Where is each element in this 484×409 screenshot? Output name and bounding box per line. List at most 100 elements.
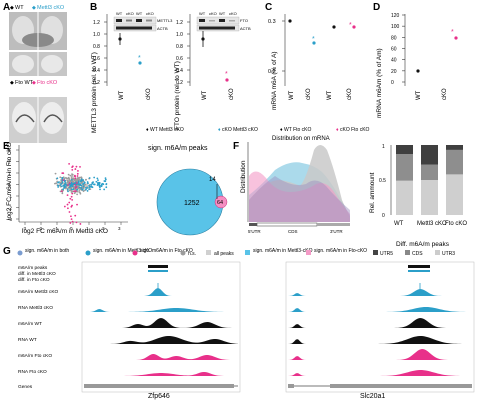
scatter-dot	[78, 183, 81, 186]
panelE-xtick-1: -2	[38, 226, 42, 231]
scatter-dot	[85, 187, 88, 189]
panelE-xtick-0: -3	[22, 226, 26, 231]
scatter-dot	[68, 179, 70, 182]
scatter-dot	[93, 183, 96, 186]
scatter-dot	[79, 166, 81, 168]
svg-text:cKO: cKO	[347, 88, 353, 100]
scatter-dot	[73, 190, 75, 193]
svg-text:0.5: 0.5	[379, 178, 386, 184]
coverage-track	[84, 336, 238, 344]
svg-text:*: *	[451, 29, 454, 36]
coverage-track	[84, 288, 238, 296]
svg-text:0.3: 0.3	[268, 19, 276, 25]
scatter-dot	[70, 215, 72, 218]
svg-text:all peaks: all peaks	[214, 251, 234, 257]
point-wt-mettl3	[118, 37, 122, 41]
gene-label-1: Zfp646	[148, 393, 170, 400]
venn-left-count: 1252	[184, 200, 200, 207]
svg-text:UTR3: UTR3	[442, 251, 455, 257]
scatter-dot	[75, 221, 78, 224]
bar-cds	[396, 154, 413, 181]
scatter-dot	[98, 183, 100, 186]
svg-text:ACTB: ACTB	[157, 26, 168, 31]
panelD-tick-1: 20	[391, 69, 397, 75]
scatter-dot	[81, 181, 83, 184]
scatter-dot	[90, 185, 92, 188]
scatter-dot	[82, 190, 85, 193]
svg-text:WT Mettl3 cKO: WT Mettl3 cKO	[150, 127, 184, 133]
scatter-dot	[66, 203, 69, 206]
scatter-dot	[74, 214, 77, 217]
venn-circle-fto	[214, 195, 228, 209]
panelA-legend-row1: ◆ WT ◆ Mettl3 cKO	[10, 5, 65, 11]
peak-bar	[408, 265, 430, 268]
svg-text:sign. m6A/m in Fto cKO: sign. m6A/m in Fto cKO	[140, 248, 193, 254]
scatter-dot	[77, 170, 79, 172]
scatter-dot	[79, 176, 81, 179]
scatter-dot	[104, 180, 107, 183]
svg-text:cKO: cKO	[146, 11, 154, 16]
panelF-bar-ylabel: Rel. ammount	[369, 172, 376, 213]
scatter-dot	[71, 198, 74, 201]
svg-text:♦: ♦	[336, 127, 339, 133]
panelF-stacked-bars: 0 0.5 1 Rel. ammount WT Mettl3 cKO Fto c…	[369, 144, 467, 248]
scatter-dot	[91, 181, 94, 184]
scatter-dot	[71, 190, 74, 193]
scatter-dot	[60, 185, 63, 188]
panelD-tick-0: 0	[391, 80, 394, 86]
venn-title: sign. m6A/m peaks	[148, 145, 208, 152]
scatter-dot	[70, 188, 73, 191]
panelA-mettl3-label: Mettl3 cKO	[37, 5, 65, 11]
scatter-dot	[74, 188, 76, 191]
track-label-9: Genes	[18, 384, 33, 390]
scatter-dot	[70, 178, 73, 181]
scatter-dot	[70, 218, 73, 221]
scatter-dot	[62, 179, 65, 181]
track-label-1: diff. in Mettl3 cKO	[18, 271, 56, 277]
panel-letter-e: E	[3, 141, 10, 152]
svg-text:Fto cKO: Fto cKO	[445, 221, 467, 227]
panelF-density: Distribution 5'UTR CDS 3'UTR	[240, 142, 350, 234]
svg-text:FTO: FTO	[240, 18, 248, 23]
scatter-dot	[96, 177, 99, 180]
svg-text:sign. m6A/m in both: sign. m6A/m in both	[25, 248, 69, 254]
coverage-track	[288, 370, 472, 376]
track-box-1	[81, 261, 241, 393]
scatter-dot	[73, 179, 76, 182]
venn-diagram: sign. m6A/m peaks 1252 14 64	[148, 145, 228, 236]
coverage-track	[288, 349, 472, 360]
coverage-track	[288, 307, 472, 312]
peak-bar	[148, 265, 168, 268]
scatter-dot	[70, 186, 73, 189]
svg-text:3'UTR: 3'UTR	[330, 229, 343, 234]
scatter-dot	[76, 178, 79, 181]
scatter-dot	[78, 186, 81, 189]
scatter-dot	[84, 183, 87, 186]
scatter-dot	[104, 178, 107, 181]
bar-utr3	[421, 180, 438, 215]
density-fto	[249, 171, 350, 222]
scatter-dot	[58, 181, 60, 183]
scatter-dot	[82, 183, 85, 185]
svg-text:cKO: cKO	[126, 11, 134, 16]
panel-letter-f: F	[233, 141, 239, 152]
svg-text:♦: ♦	[280, 127, 283, 133]
panelE-ytick-1: -2	[8, 206, 12, 211]
scatter-dot	[74, 177, 77, 180]
scatter-dot	[82, 185, 85, 188]
scatter-dot	[87, 182, 89, 185]
scatter-dot	[63, 180, 66, 183]
scatter-dot	[78, 178, 81, 181]
peak-bar	[148, 270, 168, 272]
panelD-chart: 0 20 40 60 80 100 120 mRNA m6Am (% of Am) WT c…	[376, 13, 458, 118]
panelB1-tick-5: 1.2	[93, 20, 100, 26]
scatter-dot	[76, 188, 79, 191]
scatter-dot	[62, 172, 65, 175]
panelF-title: Distribution on mRNA	[272, 136, 330, 142]
panelB2-tick-5: 1.2	[176, 20, 183, 26]
svg-text:0.2: 0.2	[268, 69, 276, 75]
scatter-dot	[59, 176, 62, 179]
svg-text:cKO: cKO	[442, 88, 448, 100]
panel-letter-a: A	[3, 2, 10, 13]
svg-text:WT: WT	[136, 11, 143, 16]
